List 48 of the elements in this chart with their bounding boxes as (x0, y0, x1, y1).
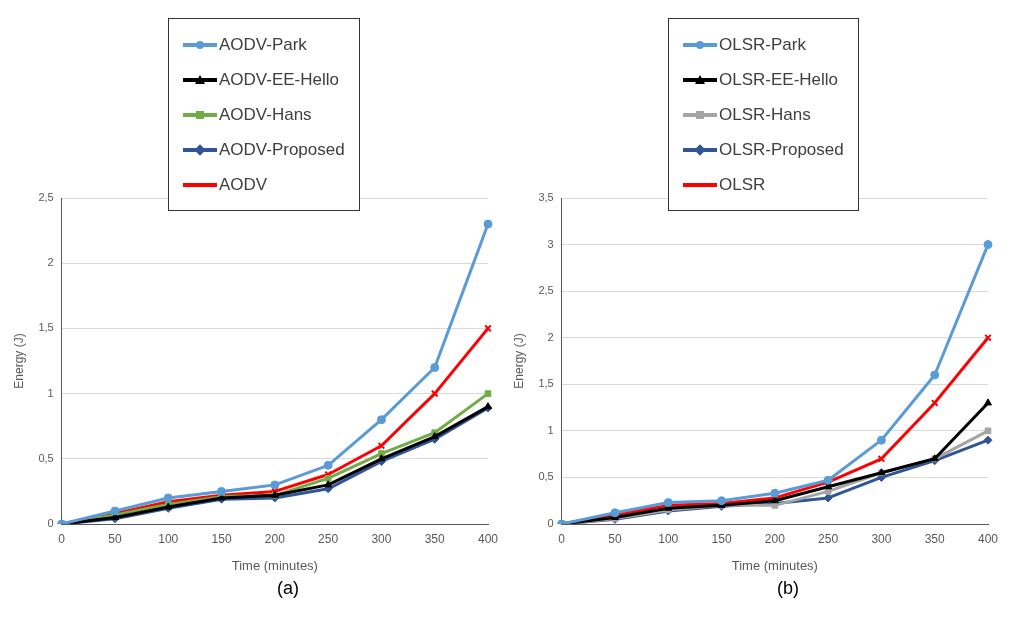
y-tick-label: 1 (47, 386, 54, 399)
x-axis-title: Time (minutes) (231, 557, 318, 573)
y-tick-label: 3 (547, 237, 554, 250)
legend-label: AODV-Park (219, 34, 307, 55)
y-tick-label: 2 (47, 256, 54, 269)
x-tick-label: 100 (158, 531, 179, 546)
x-tick-label: 0 (558, 531, 566, 546)
x-tick-label: 400 (977, 531, 999, 546)
y-axis-title: Energy (J) (511, 333, 526, 389)
y-tick-label: 1,5 (38, 321, 54, 334)
y-tick-label: 0 (47, 517, 54, 530)
legend-label: OLSR-EE-Hello (719, 69, 839, 90)
x-tick-label: 300 (371, 531, 392, 546)
x-tick-label: 150 (711, 531, 732, 546)
legend-label: OLSR-Hans (719, 104, 811, 125)
x-tick-label: 350 (424, 531, 446, 546)
x-tick-label: 150 (211, 531, 232, 546)
legend-label: AODV-Proposed (219, 139, 345, 160)
x-tick-label: 100 (658, 531, 679, 546)
legend-label: AODV (219, 174, 268, 195)
y-tick-label: 3,5 (538, 191, 554, 204)
x-tick-label: 400 (477, 531, 499, 546)
y-tick-label: 0 (547, 517, 554, 530)
y-tick-label: 2,5 (538, 284, 554, 297)
x-tick-label: 200 (264, 531, 286, 546)
x-tick-label: 300 (871, 531, 892, 546)
y-tick-label: 0,5 (538, 470, 554, 483)
y-tick-label: 1,5 (538, 377, 554, 390)
legend-label: OLSR (719, 174, 766, 195)
x-tick-label: 250 (818, 531, 839, 546)
legend-label: OLSR-Proposed (719, 139, 844, 160)
x-tick-label: 50 (108, 531, 122, 546)
legend-label: AODV-EE-Hello (219, 69, 339, 90)
legend-label: OLSR-Park (719, 34, 806, 55)
legend-label: AODV-Hans (219, 104, 312, 125)
y-tick-label: 2,5 (38, 191, 54, 204)
x-tick-label: 250 (318, 531, 339, 546)
y-tick-label: 2 (547, 330, 554, 343)
text: (b) (776, 578, 800, 599)
x-tick-label: 200 (764, 531, 786, 546)
x-tick-label: 0 (58, 531, 66, 546)
y-axis-title: Energy (J) (11, 333, 26, 389)
x-tick-label: 50 (608, 531, 622, 546)
x-axis-title: Time (minutes) (731, 557, 818, 573)
y-tick-label: 0,5 (38, 451, 54, 464)
y-tick-label: 1 (547, 423, 554, 436)
text: (a) (276, 578, 300, 599)
x-tick-label: 350 (924, 531, 946, 546)
